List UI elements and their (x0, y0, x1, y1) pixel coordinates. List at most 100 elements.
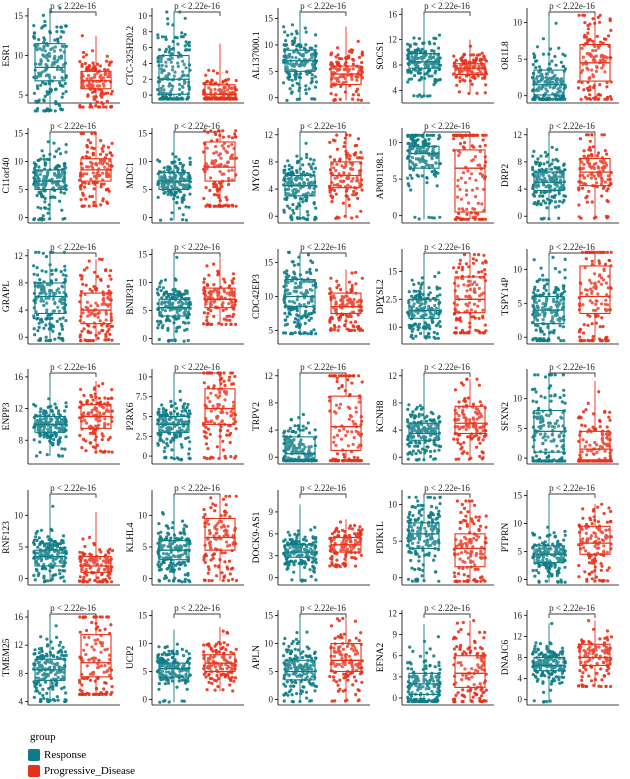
data-point-response (55, 278, 58, 281)
data-point-response (58, 455, 61, 458)
y-tick-label: 15 (264, 258, 274, 268)
data-point-response (409, 45, 412, 48)
y-tick-label: 10 (264, 292, 274, 302)
data-point-response (176, 43, 179, 46)
p-value-label: p < 2.22e-16 (174, 242, 220, 252)
data-point-progressive-disease (481, 218, 484, 221)
data-point-response (51, 195, 54, 198)
data-point-response (439, 78, 442, 81)
y-tick-label: 6 (143, 43, 148, 53)
data-point-response (182, 293, 185, 296)
data-point-response (291, 23, 294, 26)
data-point-response (314, 33, 317, 36)
data-point-progressive-disease (484, 218, 487, 221)
y-tick-label: 8 (269, 157, 274, 167)
data-point-response (35, 317, 38, 320)
data-point-response (159, 321, 162, 324)
comparison-bracket (50, 373, 96, 377)
data-point-progressive-disease (356, 325, 359, 328)
data-point-progressive-disease (583, 149, 586, 152)
data-point-response (37, 218, 40, 221)
data-point-progressive-disease (334, 93, 337, 96)
data-point-response (534, 66, 537, 69)
data-point-progressive-disease (83, 327, 86, 330)
y-tick-label: 10 (138, 372, 148, 382)
data-point-response (533, 195, 536, 198)
data-point-response (188, 193, 191, 196)
data-point-response (53, 39, 56, 42)
data-point-response (164, 35, 167, 38)
data-point-progressive-disease (464, 59, 467, 62)
data-point-response (434, 175, 437, 178)
data-point-response (34, 163, 37, 166)
data-point-progressive-disease (88, 105, 91, 108)
data-point-response (44, 270, 47, 273)
data-point-response (415, 43, 418, 46)
comparison-bracket (174, 253, 220, 257)
data-point-progressive-disease (86, 151, 89, 154)
data-point-response (58, 333, 61, 336)
data-point-progressive-disease (101, 147, 104, 150)
data-point-progressive-disease (329, 191, 332, 194)
data-point-progressive-disease (223, 280, 226, 283)
data-point-response (57, 40, 60, 43)
data-point-progressive-disease (485, 261, 488, 264)
data-point-response (550, 60, 553, 63)
data-point-response (174, 155, 177, 158)
data-point-response (310, 97, 313, 100)
data-point-progressive-disease (212, 283, 215, 286)
data-point-response (558, 200, 561, 203)
data-point-response (540, 267, 543, 270)
y-tick-label: 8 (393, 60, 398, 70)
data-point-progressive-disease (484, 144, 487, 147)
data-point-progressive-disease (484, 83, 487, 86)
data-point-progressive-disease (346, 152, 349, 155)
p-value-label: p < 2.22e-16 (300, 121, 346, 131)
data-point-progressive-disease (357, 137, 360, 140)
data-point-progressive-disease (452, 266, 455, 269)
data-point-progressive-disease (108, 274, 111, 277)
data-point-response (536, 280, 539, 283)
p-value-label: p < 2.22e-16 (300, 242, 346, 252)
data-point-progressive-disease (91, 339, 94, 342)
data-point-progressive-disease (358, 56, 361, 59)
data-point-response (54, 88, 57, 91)
data-point-progressive-disease (359, 210, 362, 213)
data-point-response (437, 271, 440, 274)
data-point-response (305, 271, 308, 274)
data-point-progressive-disease (235, 205, 238, 208)
p-value-label: p < 2.22e-16 (424, 1, 470, 11)
data-point-progressive-disease (606, 251, 609, 254)
data-point-progressive-disease (99, 153, 102, 156)
data-point-response (37, 191, 40, 194)
data-point-response (436, 332, 439, 335)
data-point-response (536, 157, 539, 160)
data-point-progressive-disease (111, 142, 114, 145)
data-point-response (42, 252, 45, 255)
data-point-progressive-disease (100, 279, 103, 282)
data-point-response (168, 45, 171, 48)
data-point-response (553, 55, 556, 58)
data-point-response (64, 319, 67, 322)
data-point-response (538, 194, 541, 197)
data-point-response (54, 269, 57, 272)
data-point-progressive-disease (206, 316, 209, 319)
data-point-progressive-disease (347, 56, 350, 59)
data-point-response (544, 151, 547, 154)
data-point-response (537, 169, 540, 172)
y-tick-label: 0 (143, 90, 148, 100)
data-point-response (39, 84, 42, 87)
data-point-response (439, 325, 442, 328)
data-point-response (306, 210, 309, 213)
data-point-response (55, 406, 58, 409)
data-point-response (65, 90, 68, 93)
data-point-response (543, 333, 546, 336)
data-point-response (426, 134, 429, 137)
data-point-progressive-disease (351, 284, 354, 287)
data-point-progressive-disease (586, 41, 589, 44)
data-point-response (539, 339, 542, 342)
data-point-response (64, 24, 67, 27)
data-point-response (158, 285, 161, 288)
